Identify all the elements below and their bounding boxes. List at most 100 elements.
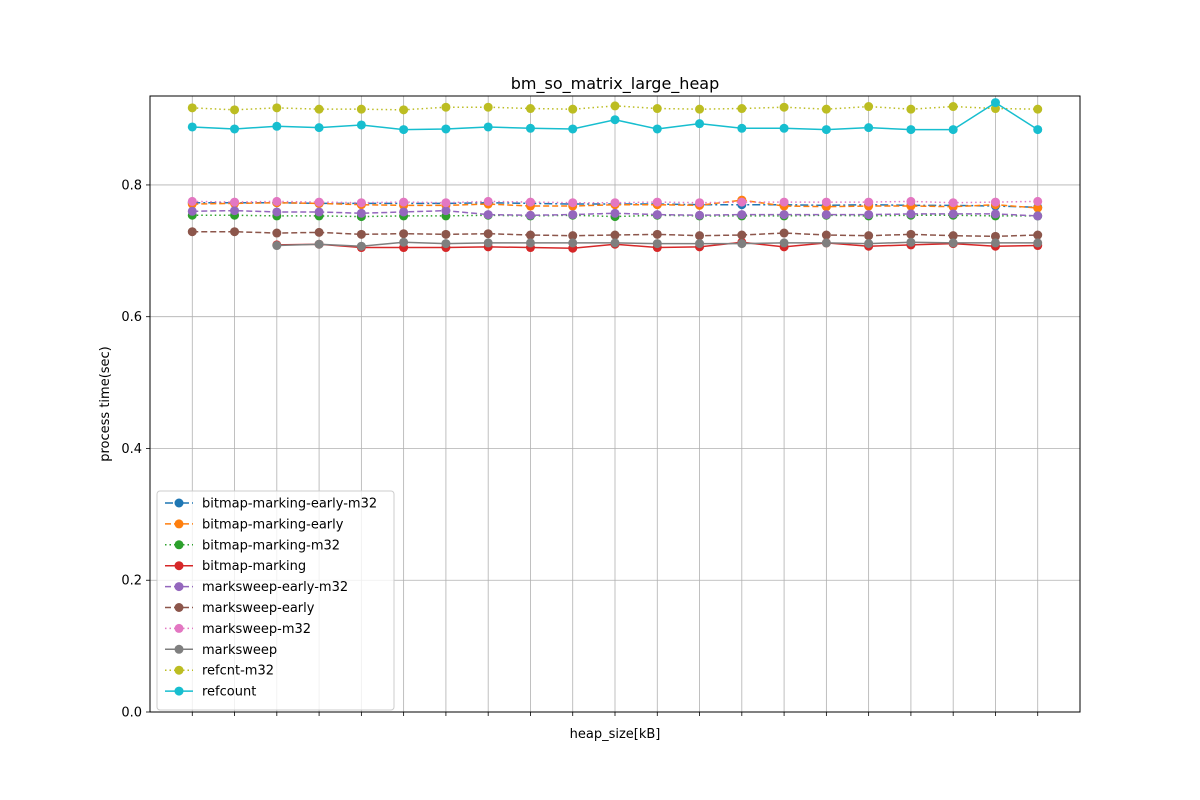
data-point xyxy=(695,239,705,249)
data-point xyxy=(990,231,1000,241)
data-point xyxy=(1033,211,1043,221)
y-tick-label: 0.4 xyxy=(121,442,142,457)
series-line xyxy=(192,214,1038,218)
data-point xyxy=(568,210,578,220)
data-point xyxy=(737,197,747,207)
data-point xyxy=(652,239,662,249)
series-marksweep-early xyxy=(187,227,1043,241)
data-point xyxy=(272,241,282,251)
data-point xyxy=(399,197,409,207)
data-point xyxy=(230,206,240,216)
data-point xyxy=(864,123,874,133)
data-point xyxy=(779,238,789,248)
data-point xyxy=(779,228,789,238)
data-point xyxy=(568,124,578,134)
data-point xyxy=(356,241,366,251)
chart-title: bm_so_matrix_large_heap xyxy=(511,74,720,94)
legend-label: bitmap-marking-m32 xyxy=(202,538,340,553)
legend-item: bitmap-marking xyxy=(165,559,306,574)
data-point xyxy=(314,197,324,207)
data-point xyxy=(441,206,451,216)
legend-label: refcnt-m32 xyxy=(202,664,274,679)
data-point xyxy=(737,104,747,114)
legend-item: refcnt-m32 xyxy=(165,664,274,679)
data-point xyxy=(652,104,662,114)
legend-label: bitmap-marking xyxy=(202,559,306,574)
legend-marker xyxy=(174,498,184,508)
data-point xyxy=(1033,230,1043,240)
data-point xyxy=(737,239,747,249)
legend-label: marksweep-m32 xyxy=(202,622,311,637)
legend-box xyxy=(156,490,395,711)
data-point xyxy=(272,228,282,238)
data-point xyxy=(610,101,620,111)
data-point xyxy=(948,102,958,112)
data-point xyxy=(821,197,831,207)
data-point xyxy=(525,238,535,248)
data-point xyxy=(483,210,493,220)
x-axis-label: heap_size[kB] xyxy=(570,727,661,742)
data-point xyxy=(821,210,831,220)
y-axis-ticks: 0.0 0.2 0.4 0.6 0.8 xyxy=(121,178,150,721)
data-point xyxy=(314,104,324,114)
legend-label: bitmap-marking-early-m32 xyxy=(202,497,377,512)
legend-item: marksweep-m32 xyxy=(165,622,311,637)
data-point xyxy=(652,210,662,220)
data-point xyxy=(1033,125,1043,135)
data-point xyxy=(356,208,366,218)
data-point xyxy=(441,239,451,249)
data-point xyxy=(906,125,916,135)
data-point xyxy=(864,197,874,207)
data-point xyxy=(483,196,493,206)
data-point xyxy=(610,198,620,208)
legend-item: bitmap-marking-m32 xyxy=(165,538,340,553)
data-point xyxy=(864,231,874,241)
data-point xyxy=(652,229,662,239)
data-point xyxy=(864,239,874,249)
data-point xyxy=(821,125,831,135)
data-point xyxy=(356,229,366,239)
data-point xyxy=(695,119,705,129)
legend-item: bitmap-marking-early xyxy=(165,517,344,532)
legend-label: marksweep xyxy=(202,643,277,658)
legend-marker xyxy=(174,623,184,633)
data-point xyxy=(187,196,197,206)
data-point xyxy=(906,237,916,247)
data-point xyxy=(652,124,662,134)
legend-marker xyxy=(174,644,184,654)
data-point xyxy=(272,196,282,206)
data-point xyxy=(821,104,831,114)
data-point xyxy=(990,238,1000,248)
data-point xyxy=(737,210,747,220)
y-tick-label: 0.2 xyxy=(121,574,142,589)
data-point xyxy=(779,123,789,133)
data-point xyxy=(948,238,958,248)
legend-marker xyxy=(174,561,184,571)
data-point xyxy=(399,125,409,135)
data-point xyxy=(990,197,1000,207)
data-point xyxy=(525,197,535,207)
data-point xyxy=(906,196,916,206)
data-point xyxy=(821,230,831,240)
legend-marker xyxy=(174,665,184,675)
data-point xyxy=(399,105,409,115)
data-point xyxy=(864,102,874,112)
data-point xyxy=(230,197,240,207)
series-layer xyxy=(187,98,1043,253)
data-point xyxy=(356,198,366,208)
data-point xyxy=(441,229,451,239)
data-point xyxy=(948,198,958,208)
legend: bitmap-marking-early-m32 bitmap-marking-e… xyxy=(156,490,395,711)
data-point xyxy=(610,238,620,248)
data-point xyxy=(948,231,958,241)
data-point xyxy=(314,207,324,217)
data-point xyxy=(1033,104,1043,114)
data-point xyxy=(948,209,958,219)
data-point xyxy=(187,227,197,237)
legend-marker xyxy=(174,582,184,592)
data-point xyxy=(652,197,662,207)
data-point xyxy=(230,105,240,115)
legend-marker xyxy=(174,519,184,529)
data-point xyxy=(779,197,789,207)
